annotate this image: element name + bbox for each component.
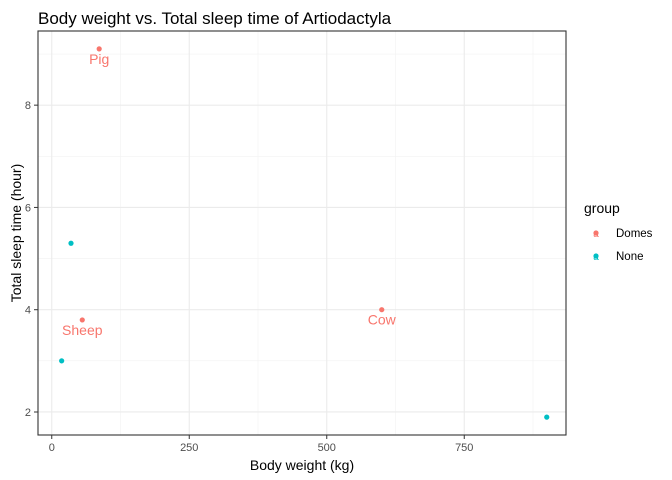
data-point-domes [379,307,385,313]
legend-label-none: None [616,251,644,263]
point-label-cow: Cow [368,312,397,328]
legend-key-domes [593,230,599,236]
data-points [59,46,550,420]
legend: group a Domes a None [584,200,653,263]
x-tick-label: 500 [318,442,336,454]
x-tick-label: 750 [455,442,473,454]
data-point-domes [79,317,85,323]
axis-ticks: 0 250 500 750 2 4 6 8 [25,100,474,454]
data-point-none [59,358,65,364]
chart-title: Body weight vs. Total sleep time of Arti… [38,9,392,28]
legend-title: group [584,200,620,216]
x-tick-label: 250 [180,442,198,454]
point-label-sheep: Sheep [62,322,103,338]
legend-key-none [593,253,599,259]
plot-panel-border [37,30,567,436]
y-tick-label: 6 [25,202,31,214]
data-point-domes [96,46,102,52]
grid [38,31,566,435]
legend-key-letter: a [593,229,599,240]
legend-label-domes: Domes [616,228,653,240]
point-labels: Pig Sheep Cow [62,51,397,338]
data-point-none [68,240,74,246]
y-tick-label: 4 [25,305,31,317]
data-point-none [544,414,550,420]
y-tick-label: 2 [25,407,31,419]
y-axis-title: Total sleep time (hour) [8,164,24,303]
x-axis-title: Body weight (kg) [250,457,354,473]
legend-key-letter: a [593,252,599,263]
point-label-pig: Pig [89,51,109,67]
x-tick-label: 0 [49,442,55,454]
y-tick-label: 8 [25,100,31,112]
